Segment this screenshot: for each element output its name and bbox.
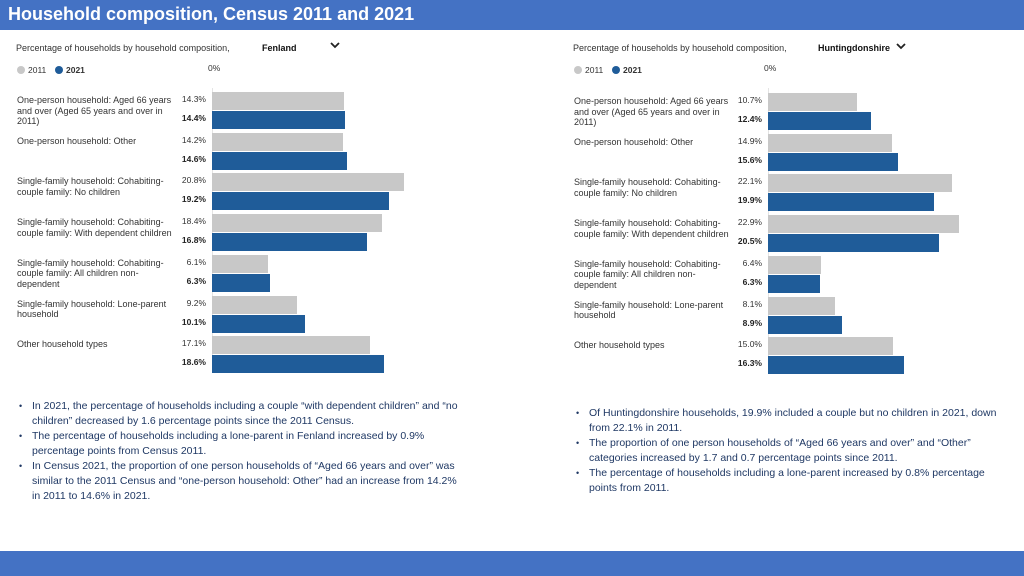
category-label: Other household types xyxy=(17,339,108,350)
legend-swatch xyxy=(17,66,25,74)
bar xyxy=(768,112,872,130)
value-label: 14.6% xyxy=(181,153,206,164)
value-label: 15.0% xyxy=(737,339,762,350)
bar xyxy=(212,192,390,211)
note-item: In Census 2021, the proportion of one pe… xyxy=(19,459,462,504)
bar xyxy=(768,315,843,334)
dropdown-chevron[interactable] xyxy=(330,42,340,50)
value-label: 8.1% xyxy=(742,298,762,309)
bar xyxy=(212,151,347,170)
note-item: The proportion of one person households … xyxy=(576,436,999,466)
bar xyxy=(212,132,344,151)
x-tick-label: 0% xyxy=(764,63,777,73)
bar xyxy=(212,233,368,252)
value-label: 12.4% xyxy=(737,114,762,124)
bar xyxy=(768,296,836,315)
value-label: 8.9% xyxy=(742,317,762,328)
value-label: 15.6% xyxy=(737,154,762,165)
bar xyxy=(212,355,384,374)
category-label: Single-family household: Cohabiting-coup… xyxy=(574,258,721,290)
value-label: 17.1% xyxy=(181,338,206,349)
x-tick-label: 0% xyxy=(208,63,221,73)
notes: In 2021, the percentage of households in… xyxy=(18,399,462,504)
legend-label: 2021 xyxy=(66,65,85,75)
bar xyxy=(212,111,345,129)
footer-bar xyxy=(0,551,1024,576)
value-label: 22.9% xyxy=(737,217,762,228)
legend-swatch xyxy=(612,66,620,74)
value-label: 6.1% xyxy=(186,256,206,267)
category-label: Single-family household: Cohabiting-coup… xyxy=(17,176,164,197)
value-label: 18.6% xyxy=(181,357,206,368)
bar xyxy=(212,336,370,355)
category-label: Single-family household: Cohabiting-coup… xyxy=(17,257,164,289)
bar xyxy=(212,214,382,233)
area-selector[interactable]: Fenland xyxy=(262,43,297,53)
value-label: 19.2% xyxy=(181,194,206,205)
bar xyxy=(768,193,934,212)
value-label: 20.5% xyxy=(737,236,762,247)
note-item: Of Huntingdonshire households, 19.9% inc… xyxy=(576,406,999,436)
value-label: 14.3% xyxy=(181,94,206,104)
chart-subtitle: Percentage of households by household co… xyxy=(573,43,787,53)
category-label: Other household types xyxy=(574,340,665,351)
bar xyxy=(768,274,821,293)
dropdown-chevron[interactable] xyxy=(896,43,906,51)
category-label: One-person household: Other xyxy=(17,135,137,146)
bar xyxy=(212,254,269,273)
chart-subtitle: Percentage of households by household co… xyxy=(16,43,230,53)
value-label: 18.4% xyxy=(181,216,206,227)
bar xyxy=(768,255,822,274)
value-label: 20.8% xyxy=(181,175,206,186)
bar xyxy=(212,173,404,192)
category-label: One-person household: Aged 66 years and … xyxy=(17,95,172,126)
bar xyxy=(212,92,344,110)
bar xyxy=(212,273,271,292)
bar xyxy=(212,295,297,314)
value-label: 9.2% xyxy=(186,297,206,308)
value-label: 10.7% xyxy=(737,95,762,105)
bar xyxy=(768,215,959,234)
value-label: 16.3% xyxy=(737,358,762,369)
category-label: One-person household: Aged 66 years and … xyxy=(574,96,729,127)
bar xyxy=(768,133,892,152)
value-label: 14.2% xyxy=(181,134,206,145)
category-label: Single-family household: Cohabiting-coup… xyxy=(574,177,721,198)
category-label: Single-family household: Lone-parent hou… xyxy=(574,299,724,321)
value-label: 6.4% xyxy=(742,257,762,268)
category-label: Single-family household: Cohabiting-coup… xyxy=(17,217,172,238)
category-label: One-person household: Other xyxy=(574,136,694,147)
legend-swatch xyxy=(574,66,582,74)
slide-title: Household composition, Census 2011 and 2… xyxy=(8,4,415,24)
value-label: 16.8% xyxy=(181,235,206,246)
note-item: The percentage of households including a… xyxy=(576,466,999,496)
value-label: 6.3% xyxy=(186,275,206,286)
legend-label: 2011 xyxy=(585,65,604,75)
note-item: The percentage of households including a… xyxy=(19,429,462,459)
bar xyxy=(768,234,939,253)
value-label: 22.1% xyxy=(737,176,762,187)
legend-label: 2011 xyxy=(28,65,47,75)
bar xyxy=(768,152,898,171)
value-label: 14.9% xyxy=(737,135,762,146)
header-bar xyxy=(0,0,1024,30)
bar xyxy=(768,93,858,111)
bar xyxy=(768,174,952,193)
legend-swatch xyxy=(55,66,63,74)
category-label: Single-family household: Lone-parent hou… xyxy=(17,298,167,320)
bar xyxy=(768,356,904,375)
area-selector[interactable]: Huntingdonshire xyxy=(818,43,890,53)
value-label: 14.4% xyxy=(181,113,206,123)
value-label: 6.3% xyxy=(742,276,762,287)
notes: Of Huntingdonshire households, 19.9% inc… xyxy=(575,406,999,496)
category-label: Single-family household: Cohabiting-coup… xyxy=(574,218,729,239)
value-label: 10.1% xyxy=(181,316,206,327)
note-item: In 2021, the percentage of households in… xyxy=(19,399,462,429)
value-label: 19.9% xyxy=(737,195,762,206)
legend-label: 2021 xyxy=(623,65,642,75)
bar xyxy=(768,337,893,356)
bar xyxy=(212,314,306,333)
